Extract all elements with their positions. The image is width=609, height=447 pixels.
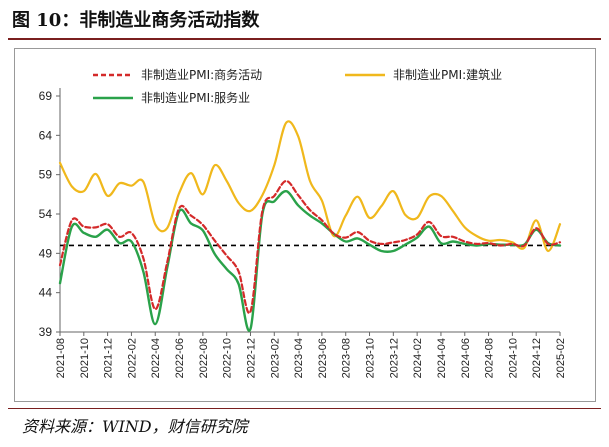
source-divider	[8, 408, 601, 409]
x-tick-label: 2022-10	[222, 338, 234, 378]
figure-title: 图 10：非制造业商务活动指数	[12, 10, 260, 31]
y-tick-label: 54	[39, 207, 53, 221]
x-tick-label: 2023-06	[317, 338, 329, 378]
chart-svg: 39 44 49 54 59 64 69 2021-08 2021-10 2021-12 2022-…	[39, 67, 567, 378]
x-tick-label: 2024-12	[531, 338, 543, 378]
title-divider	[8, 38, 601, 40]
x-tick-label: 2025-02	[555, 338, 567, 378]
series-business-activity-line	[58, 179, 562, 315]
y-tick-label: 44	[39, 286, 53, 300]
x-tick-label: 2022-12	[245, 338, 257, 378]
x-tick-label: 2023-02	[269, 338, 281, 378]
source-note: 资料来源：WIND，财信研究院	[22, 417, 248, 436]
series-services-line	[58, 189, 562, 332]
legend-services-label: 非制造业PMI:服务业	[141, 90, 250, 105]
x-tick-label: 2024-06	[460, 338, 472, 378]
x-tick-label: 2022-08	[198, 338, 210, 378]
x-tick-label: 2023-08	[341, 338, 353, 378]
chart-frame: 39 44 49 54 59 64 69 2021-08 2021-10 2021-12 2022-…	[14, 48, 596, 402]
legend-construction-label: 非制造业PMI:建筑业	[393, 67, 502, 82]
x-tick-label: 2024-02	[412, 338, 424, 378]
y-tick-label: 49	[39, 246, 53, 260]
y-tick-label: 39	[39, 325, 53, 339]
x-tick-label: 2021-08	[55, 338, 67, 378]
x-tick-label: 2022-06	[174, 338, 186, 378]
x-tick-label: 2021-12	[103, 338, 115, 378]
x-tick-label: 2021-10	[79, 338, 91, 378]
x-tick-label: 2023-10	[365, 338, 377, 378]
series-construction-line	[58, 120, 562, 253]
x-tick-label: 2023-12	[388, 338, 400, 378]
y-tick-label: 64	[39, 128, 53, 142]
legend-business-activity-label: 非制造业PMI:商务活动	[141, 67, 262, 82]
y-tick-label: 69	[39, 89, 53, 103]
y-tick-label: 59	[39, 168, 53, 182]
x-tick-label: 2022-02	[126, 338, 138, 378]
x-tick-label: 2024-04	[436, 338, 448, 378]
x-tick-label: 2022-04	[150, 338, 162, 378]
x-tick-label: 2024-10	[507, 338, 519, 378]
x-tick-label: 2024-08	[484, 338, 496, 378]
x-tick-label: 2023-04	[293, 338, 305, 378]
